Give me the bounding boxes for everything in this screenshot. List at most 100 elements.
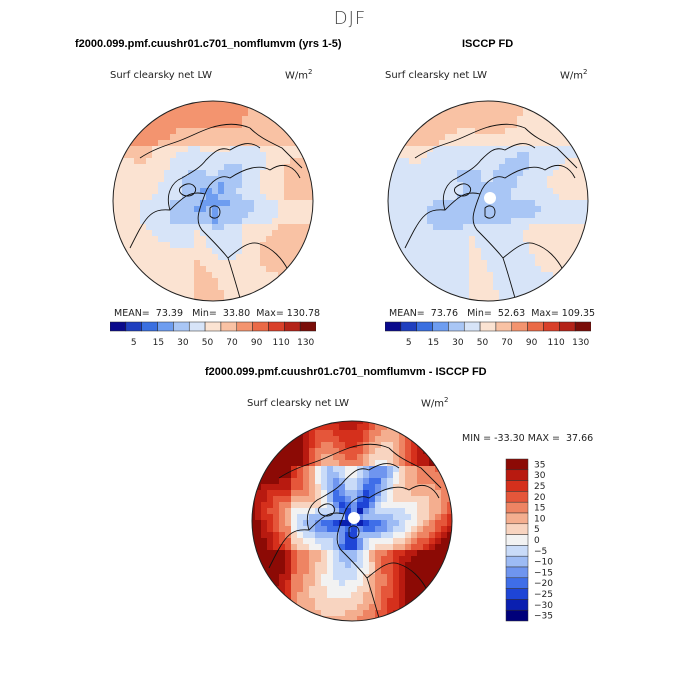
right-panel-title: ISCCP FD bbox=[462, 38, 514, 50]
colorbar-tick-label: −35 bbox=[534, 612, 553, 622]
colorbar-tick-label: 130 bbox=[572, 338, 589, 348]
coastline-6 bbox=[318, 503, 336, 517]
diff-minmax: MIN = -33.30 MAX = 37.66 bbox=[462, 433, 594, 444]
colorbar-cell bbox=[220, 321, 238, 332]
colorbar-cell bbox=[505, 609, 529, 622]
colorbar-cell bbox=[479, 321, 497, 332]
coastline-4 bbox=[139, 123, 251, 159]
colorbar-cell bbox=[505, 545, 529, 557]
colorbar-tick-label: 35 bbox=[534, 460, 545, 470]
coastline-7 bbox=[209, 205, 221, 219]
colorbar-cell bbox=[505, 566, 529, 579]
colorbar-cell bbox=[574, 321, 591, 332]
colorbar-cell bbox=[505, 555, 529, 568]
coastline-7 bbox=[348, 525, 360, 539]
map-border bbox=[387, 100, 589, 302]
diff-variable-label: Surf clearsky net LW bbox=[247, 398, 350, 409]
coastline-1 bbox=[167, 143, 261, 211]
colorbar-tick-label: 50 bbox=[477, 338, 489, 348]
coastline-1 bbox=[442, 143, 536, 211]
colorbar-cell bbox=[505, 588, 529, 600]
left-stats: MEAN= 73.39 Min= 33.80 Max= 130.78 bbox=[114, 308, 320, 319]
colorbar-tick-label: 50 bbox=[202, 338, 214, 348]
colorbar-cell bbox=[268, 321, 285, 332]
colorbar-cell bbox=[505, 534, 529, 546]
colorbar-tick-label: 15 bbox=[428, 338, 439, 348]
right-units-label: W/m2 bbox=[560, 68, 588, 82]
coastline-5 bbox=[388, 447, 442, 489]
colorbar-tick-label: −25 bbox=[534, 590, 553, 600]
pole-gap bbox=[484, 192, 496, 204]
colorbar-cell bbox=[125, 321, 142, 332]
coastline-5 bbox=[249, 127, 303, 169]
right-min: Min= 52.63 bbox=[467, 308, 526, 319]
colorbar-cell bbox=[505, 523, 529, 535]
colorbar-cell bbox=[416, 321, 433, 332]
colorbar-cell bbox=[463, 321, 481, 332]
colorbar-tick-label: −30 bbox=[534, 601, 553, 611]
colorbar-tick-label: −20 bbox=[534, 579, 553, 589]
colorbar-tick-label: 5 bbox=[406, 338, 412, 348]
colorbar-cell bbox=[511, 321, 528, 332]
colorbar-cell bbox=[400, 321, 417, 332]
colorbar-tick-label: 15 bbox=[153, 338, 164, 348]
colorbar-tick-label: 15 bbox=[534, 504, 545, 514]
left-variable-label: Surf clearsky net LW bbox=[110, 70, 213, 81]
colorbar-tick-label: −5 bbox=[534, 547, 547, 557]
coastline-4 bbox=[414, 123, 526, 159]
right-max: Max= 109.35 bbox=[531, 308, 596, 319]
colorbar-tick-label: 90 bbox=[526, 338, 538, 348]
colorbar-tick-label: 70 bbox=[226, 338, 238, 348]
colorbar-cell bbox=[385, 321, 402, 332]
map-border bbox=[112, 100, 314, 302]
coastline-6 bbox=[454, 183, 472, 197]
colorbar-tick-label: 90 bbox=[251, 338, 263, 348]
colorbar-tick-label: 25 bbox=[534, 482, 545, 492]
coastline-5 bbox=[524, 127, 578, 169]
diff-polar-map bbox=[251, 420, 453, 622]
coastline-0 bbox=[404, 165, 576, 249]
colorbar-tick-label: 10 bbox=[534, 514, 546, 524]
coastline-0 bbox=[268, 485, 440, 569]
colorbar-tick-label: 30 bbox=[452, 338, 464, 348]
coastline-6 bbox=[179, 183, 197, 197]
coastline-7 bbox=[484, 205, 496, 219]
colorbar-tick-label: 30 bbox=[534, 471, 546, 481]
colorbar-cell bbox=[505, 577, 529, 589]
left-max: Max= 130.78 bbox=[256, 308, 321, 319]
season-title: DJF bbox=[333, 8, 367, 29]
colorbar-cell bbox=[236, 321, 253, 332]
colorbar-cell bbox=[505, 458, 529, 471]
right-colorbar: 5 15 30 50 70 90 110 130 bbox=[385, 321, 591, 348]
diff-panel-title: f2000.099.pmf.cuushr01.c701_nomflumvm - … bbox=[205, 366, 487, 378]
colorbar-cell bbox=[505, 491, 529, 503]
colorbar-cell bbox=[284, 321, 301, 332]
colorbar-cell bbox=[110, 321, 127, 332]
colorbar-cell bbox=[505, 512, 529, 525]
colorbar-tick-label: −15 bbox=[534, 568, 553, 578]
colorbar-tick-label: 5 bbox=[534, 525, 540, 535]
colorbar-cell bbox=[543, 321, 560, 332]
coastline-1 bbox=[306, 463, 400, 531]
coastline-2 bbox=[472, 193, 516, 299]
left-colorbar: 5 15 30 50 70 90 110 130 bbox=[110, 321, 316, 348]
colorbar-cell bbox=[173, 321, 190, 332]
coastline-0 bbox=[129, 165, 301, 249]
left-units-label: W/m2 bbox=[285, 68, 313, 82]
colorbar-cell bbox=[204, 321, 222, 332]
colorbar-cell bbox=[505, 501, 529, 514]
right-mean: MEAN= 73.76 bbox=[389, 308, 459, 319]
diff-units-label: W/m2 bbox=[421, 396, 449, 410]
colorbar-tick-label: 5 bbox=[131, 338, 137, 348]
left-mean: MEAN= 73.39 bbox=[114, 308, 184, 319]
colorbar-tick-label: 30 bbox=[177, 338, 189, 348]
map-border bbox=[251, 420, 453, 622]
colorbar-cell bbox=[495, 321, 513, 332]
colorbar-cell bbox=[299, 321, 316, 332]
colorbar-tick-label: 130 bbox=[297, 338, 314, 348]
colorbar-cell bbox=[188, 321, 206, 332]
colorbar-tick-label: 0 bbox=[534, 536, 540, 546]
colorbar-cell bbox=[505, 599, 529, 611]
right-stats: MEAN= 73.76 Min= 52.63 Max= 109.35 bbox=[389, 308, 595, 319]
